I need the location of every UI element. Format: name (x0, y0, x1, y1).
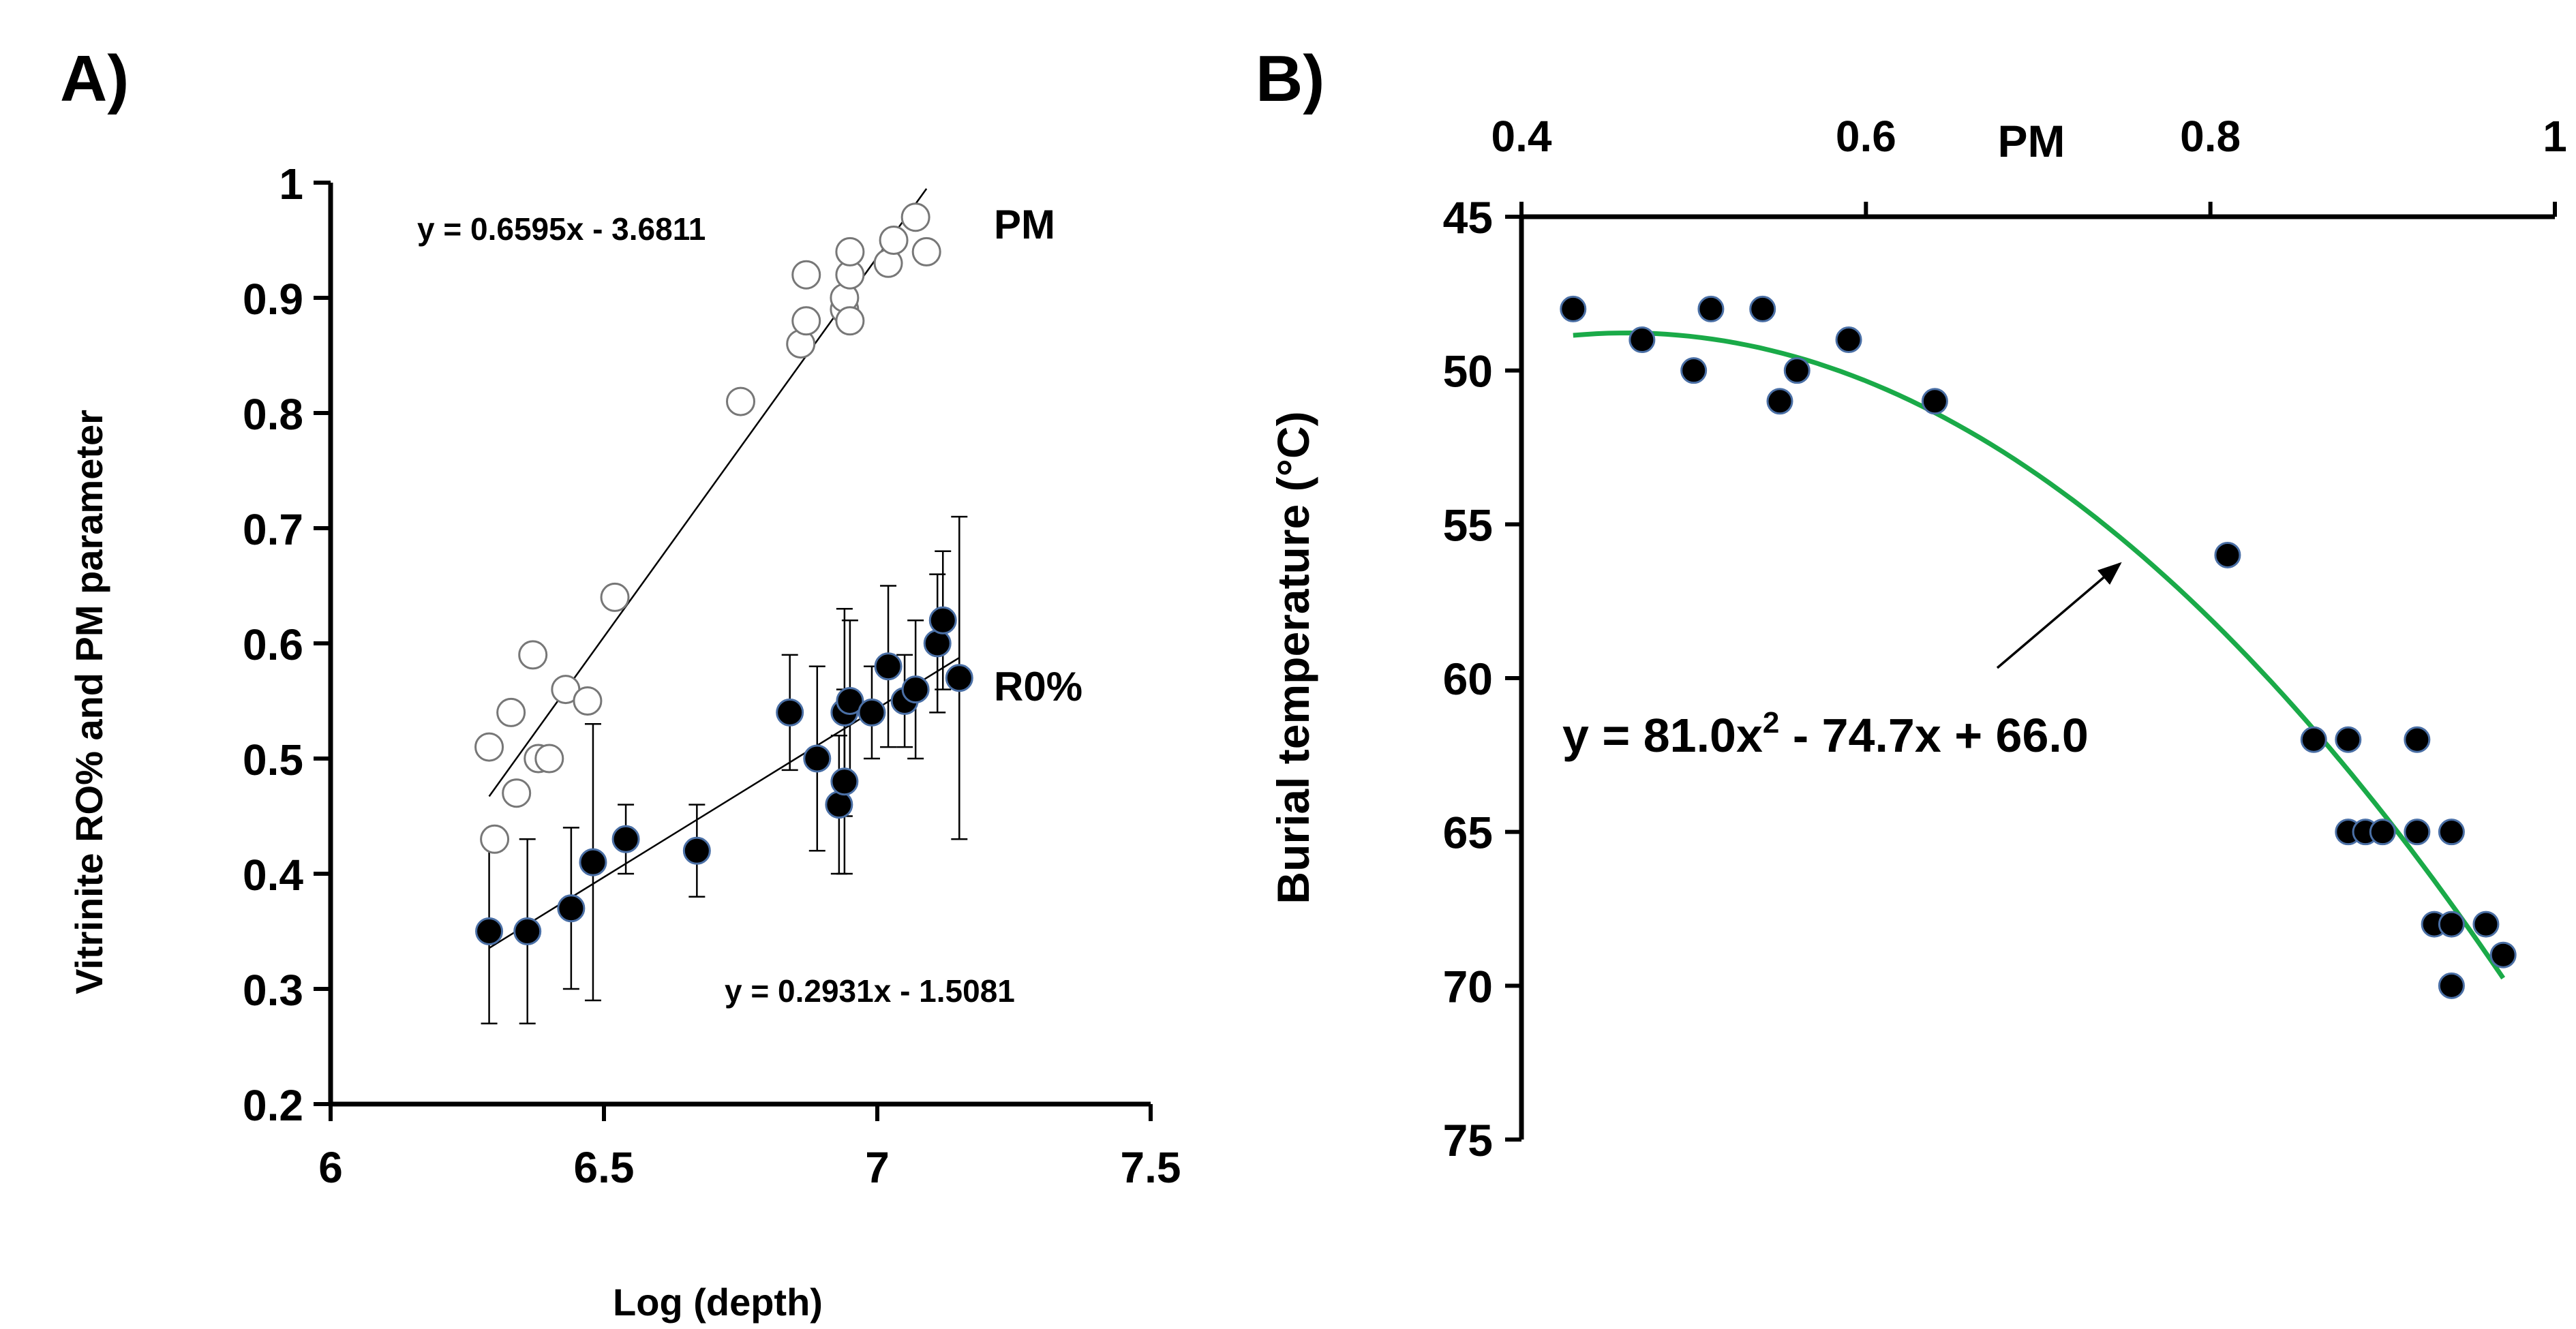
x-tick-label: 1 (2543, 112, 2567, 161)
data-point (1680, 357, 1708, 384)
r0-point (836, 687, 864, 715)
pm-point (502, 778, 532, 808)
data-point (2438, 911, 2465, 938)
r0-equation: y = 0.2931x - 1.5081 (725, 973, 1015, 1009)
pm-point (573, 686, 603, 716)
y-tick-label: 45 (1443, 192, 1493, 243)
data-point (1835, 326, 1862, 354)
pm-point (518, 640, 548, 670)
x-tick-label: 0.8 (2180, 112, 2241, 161)
data-point (2214, 541, 2241, 568)
panel-a: A) 0.2 0.3 0.4 0.5 0.6 0.7 0.8 0.9 1 6 6.5 7 7.5 Log… (60, 42, 1181, 1324)
fit-equation-rest: - 74.7x + 66.0 (1779, 709, 2088, 762)
r0-point (923, 629, 952, 658)
r0-point (513, 917, 542, 945)
y-tick-label: 50 (1443, 346, 1493, 397)
r0-point (475, 917, 504, 945)
data-point (2404, 819, 2431, 846)
x-tick-label: 0.4 (1491, 112, 1552, 161)
r0-point (830, 767, 859, 796)
y-tick-label: 65 (1443, 808, 1493, 858)
r0-point (776, 698, 804, 727)
y-tick-label: 60 (1443, 654, 1493, 704)
x-tick-label: 7.5 (1121, 1143, 1181, 1192)
x-tick-label: 6 (318, 1143, 343, 1192)
panel-b-y-axis-label: Burial temperature (°C) (1268, 411, 1318, 904)
r0-point (557, 894, 586, 923)
x-tick-label: 6.5 (574, 1143, 635, 1192)
r0-point (803, 744, 832, 773)
y-tick-label: 75 (1443, 1115, 1493, 1165)
panel-b-x-axis-label: PM (1998, 116, 2065, 166)
y-tick-label: 0.4 (243, 851, 303, 900)
fit-equation-superscript: 2 (1763, 706, 1779, 739)
data-point (1921, 388, 1948, 415)
pm-point (911, 236, 941, 266)
data-point (2438, 819, 2465, 846)
y-tick-label: 0.5 (243, 735, 303, 784)
pm-equation: y = 0.6595x - 3.6811 (417, 211, 706, 247)
pm-point (474, 732, 504, 762)
x-tick-label: 0.6 (1836, 112, 1896, 161)
data-point (1749, 295, 1776, 322)
y-tick-label: 55 (1443, 500, 1493, 550)
pm-point (835, 236, 865, 266)
equation-arrow (1996, 562, 2122, 669)
y-tick-label: 0.6 (243, 620, 303, 669)
y-tick-label: 70 (1443, 961, 1493, 1011)
panel-a-y-axis-label: Vitrinite RO% and PM parameter (67, 410, 110, 994)
pm-point (480, 824, 510, 854)
panel-b-plot: 0.4 0.6 0.8 1 45 50 55 60 65 70 75 (1443, 112, 2567, 1165)
r0-point (858, 698, 886, 727)
r0-point (611, 825, 640, 853)
r0-point (825, 791, 853, 819)
data-point (1783, 357, 1810, 384)
pm-point (600, 582, 630, 612)
panel-b-label: B) (1256, 42, 1324, 115)
data-point (1560, 295, 1587, 322)
data-point (2335, 726, 2362, 753)
panel-a-plot: 0.2 0.3 0.4 0.5 0.6 0.7 0.8 0.9 1 6 6.5 7 7.5 (243, 159, 1181, 1192)
pm-series-label: PM (994, 202, 1055, 247)
x-tick-label: 7 (865, 1143, 890, 1192)
r0-point (928, 606, 957, 635)
y-tick-label: 0.9 (243, 275, 303, 324)
data-point (1697, 295, 1725, 322)
y-tick-label: 0.7 (243, 505, 303, 554)
data-point (1766, 388, 1793, 415)
data-point (1628, 326, 1656, 354)
pm-point (835, 306, 865, 336)
pm-point (791, 260, 821, 290)
pm-point (791, 306, 821, 336)
y-tick-label: 0.2 (243, 1081, 303, 1130)
r0-point (579, 848, 607, 876)
fit-equation: y = 81.0x2 - 74.7x + 66.0 (1562, 706, 2089, 762)
pm-point (534, 744, 564, 774)
data-point (2369, 819, 2396, 846)
data-point (2489, 941, 2517, 968)
panel-a-label: A) (60, 42, 129, 115)
panel-b: B) 0.4 0.6 0.8 1 45 50 55 60 65 70 75 PM Burial te… (1256, 42, 2567, 1165)
data-point (2300, 726, 2327, 753)
r0-series-label: R0% (994, 664, 1082, 709)
r0-point (901, 675, 930, 704)
r0-point (682, 836, 711, 865)
panel-a-x-axis-label: Log (depth) (613, 1281, 823, 1324)
data-point (2404, 726, 2431, 753)
y-tick-label: 0.8 (243, 390, 303, 439)
pm-point (879, 226, 909, 255)
y-tick-label: 0.3 (243, 966, 303, 1015)
pm-point (726, 386, 755, 416)
pm-point (496, 697, 526, 727)
y-tick-label: 1 (279, 159, 303, 209)
data-point (2438, 972, 2465, 999)
pm-point (900, 202, 930, 232)
data-point (2472, 911, 2500, 938)
fit-equation-main: y = 81.0x (1562, 709, 1763, 762)
r0-point (945, 664, 973, 692)
r0-point (874, 652, 903, 681)
fit-curve (1573, 330, 2506, 980)
